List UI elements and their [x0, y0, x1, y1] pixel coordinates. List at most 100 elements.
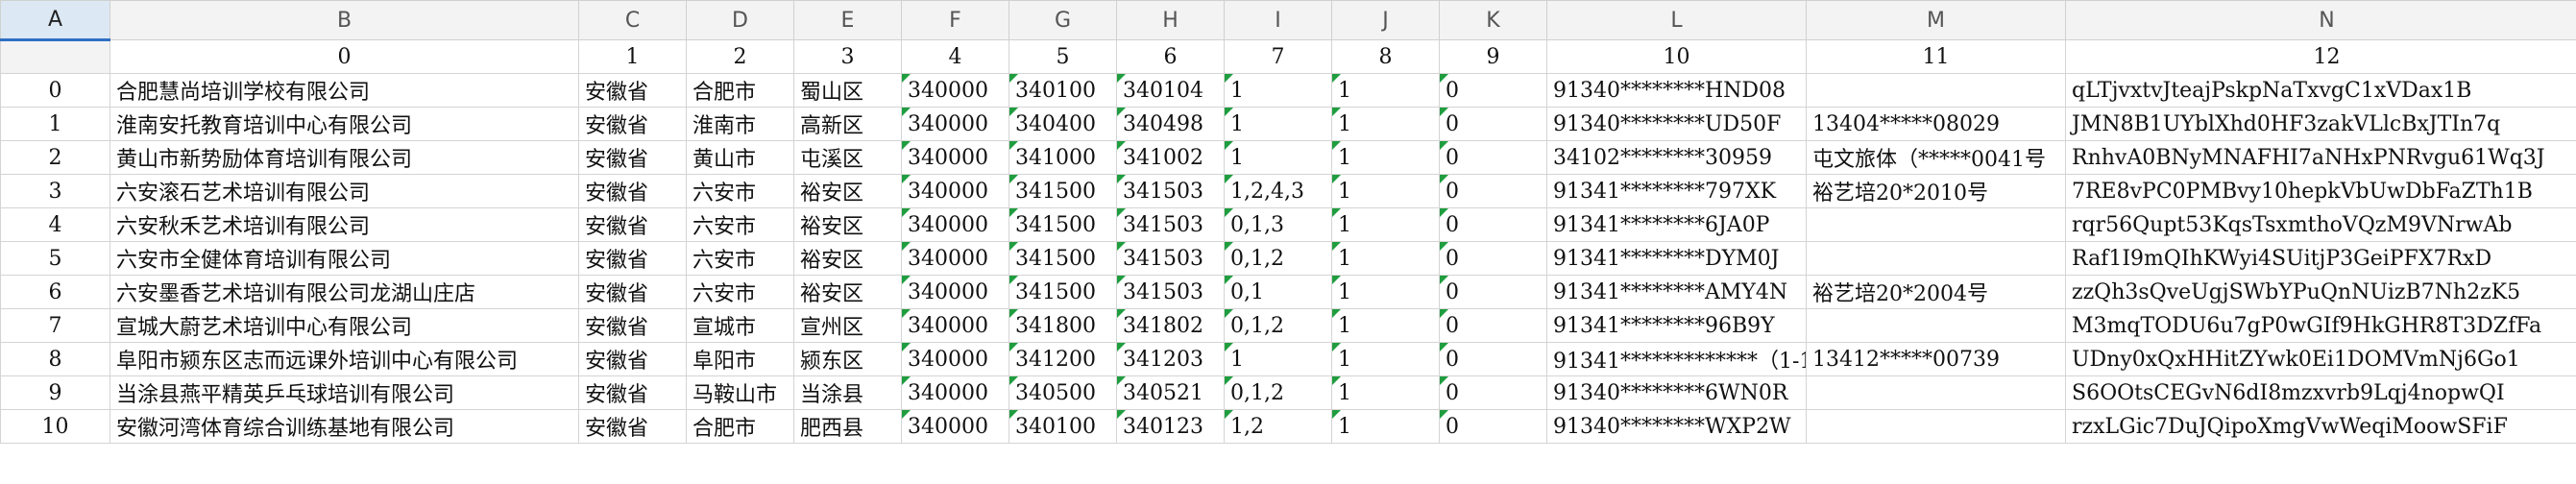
- table-cell[interactable]: 当涂县燕平精英乒乓球培训有限公司: [109, 375, 579, 410]
- table-cell[interactable]: 341802: [1116, 308, 1225, 343]
- row-number-cell[interactable]: 0: [0, 73, 110, 108]
- table-cell[interactable]: [1806, 409, 2066, 444]
- table-cell[interactable]: 安徽省: [578, 73, 687, 108]
- table-cell[interactable]: 六安市: [686, 174, 794, 208]
- header-cell[interactable]: 1: [578, 39, 687, 74]
- column-letter-g[interactable]: G: [1009, 0, 1117, 40]
- table-cell[interactable]: 六安滚石艺术培训有限公司: [109, 174, 579, 208]
- table-cell[interactable]: 91341********797XK: [1546, 174, 1807, 208]
- table-cell[interactable]: [1806, 73, 2066, 108]
- table-cell[interactable]: 1: [1331, 107, 1440, 141]
- header-cell[interactable]: 3: [793, 39, 902, 74]
- header-cell[interactable]: 11: [1806, 39, 2066, 74]
- table-cell[interactable]: 马鞍山市: [686, 375, 794, 410]
- table-cell[interactable]: 六安市全健体育培训有限公司: [109, 241, 579, 276]
- header-cell[interactable]: 12: [2065, 39, 2576, 74]
- table-cell[interactable]: 裕艺培20*2010号: [1806, 174, 2066, 208]
- table-cell[interactable]: 裕安区: [793, 207, 902, 242]
- table-cell[interactable]: qLTjvxtvJteajPskpNaTxvgC1xVDax1B: [2065, 73, 2576, 108]
- table-cell[interactable]: 屯溪区: [793, 140, 902, 175]
- table-cell[interactable]: 合肥市: [686, 73, 794, 108]
- table-cell[interactable]: 340521: [1116, 375, 1225, 410]
- table-cell[interactable]: 1: [1331, 308, 1440, 343]
- header-cell[interactable]: 8: [1331, 39, 1440, 74]
- table-cell[interactable]: 安徽省: [578, 207, 687, 242]
- table-cell[interactable]: 高新区: [793, 107, 902, 141]
- table-cell[interactable]: 0: [1439, 174, 1547, 208]
- column-letter-b[interactable]: B: [109, 0, 579, 40]
- table-cell[interactable]: 340000: [901, 107, 1009, 141]
- table-cell[interactable]: 1,2,4,3: [1224, 174, 1332, 208]
- table-cell[interactable]: 340100: [1009, 73, 1117, 108]
- table-cell[interactable]: 裕艺培20*2004号: [1806, 275, 2066, 309]
- table-cell[interactable]: 341500: [1009, 174, 1117, 208]
- table-cell[interactable]: 91341********6JA0P: [1546, 207, 1807, 242]
- table-cell[interactable]: 0,1,2: [1224, 375, 1332, 410]
- header-cell[interactable]: 7: [1224, 39, 1332, 74]
- header-cell[interactable]: 2: [686, 39, 794, 74]
- table-cell[interactable]: 合肥市: [686, 409, 794, 444]
- table-cell[interactable]: UDny0xQxHHitZYwk0Ei1DOMVmNj6Go1: [2065, 342, 2576, 376]
- table-cell[interactable]: JMN8B1UYblXhd0HF3zakVLlcBxJTIn7q: [2065, 107, 2576, 141]
- table-cell[interactable]: 宣城市: [686, 308, 794, 343]
- table-cell[interactable]: 安徽省: [578, 174, 687, 208]
- table-cell[interactable]: 颍东区: [793, 342, 902, 376]
- table-cell[interactable]: 安徽省: [578, 409, 687, 444]
- table-cell[interactable]: 1: [1331, 207, 1440, 242]
- table-cell[interactable]: 340123: [1116, 409, 1225, 444]
- table-cell[interactable]: 六安市: [686, 275, 794, 309]
- table-cell[interactable]: 91340********WXP2W: [1546, 409, 1807, 444]
- table-cell[interactable]: 安徽省: [578, 375, 687, 410]
- table-cell[interactable]: 阜阳市颍东区志而远课外培训中心有限公司: [109, 342, 579, 376]
- row-number-cell[interactable]: 8: [0, 342, 110, 376]
- header-cell[interactable]: 9: [1439, 39, 1547, 74]
- row-number-cell[interactable]: 10: [0, 409, 110, 444]
- table-cell[interactable]: 0,1,2: [1224, 308, 1332, 343]
- table-cell[interactable]: 阜阳市: [686, 342, 794, 376]
- table-cell[interactable]: rzxLGic7DuJQipoXmgVwWeqiMoowSFiF: [2065, 409, 2576, 444]
- table-cell[interactable]: 宣州区: [793, 308, 902, 343]
- table-cell[interactable]: 341500: [1009, 275, 1117, 309]
- table-cell[interactable]: 0,1: [1224, 275, 1332, 309]
- header-cell[interactable]: 10: [1546, 39, 1807, 74]
- column-letter-h[interactable]: H: [1116, 0, 1225, 40]
- table-cell[interactable]: 0: [1439, 409, 1547, 444]
- table-cell[interactable]: 黄山市: [686, 140, 794, 175]
- table-cell[interactable]: 当涂县: [793, 375, 902, 410]
- table-cell[interactable]: 0: [1439, 308, 1547, 343]
- table-cell[interactable]: 淮南安托教育培训中心有限公司: [109, 107, 579, 141]
- table-cell[interactable]: 340100: [1009, 409, 1117, 444]
- table-cell[interactable]: 13404*****08029: [1806, 107, 2066, 141]
- table-cell[interactable]: 安徽省: [578, 107, 687, 141]
- table-cell[interactable]: 0: [1439, 275, 1547, 309]
- table-cell[interactable]: 91340********HND08: [1546, 73, 1807, 108]
- table-cell[interactable]: 341500: [1009, 207, 1117, 242]
- table-cell[interactable]: 340000: [901, 275, 1009, 309]
- table-cell[interactable]: 341503: [1116, 275, 1225, 309]
- table-cell[interactable]: 0: [1439, 140, 1547, 175]
- table-cell[interactable]: 1: [1331, 375, 1440, 410]
- table-cell[interactable]: 1: [1224, 342, 1332, 376]
- table-cell[interactable]: M3mqTODU6u7gP0wGIf9HkGHR8T3DZfFa: [2065, 308, 2576, 343]
- table-cell[interactable]: [1806, 207, 2066, 242]
- header-cell[interactable]: 4: [901, 39, 1009, 74]
- table-cell[interactable]: 0,1,2: [1224, 241, 1332, 276]
- row-number-cell[interactable]: 2: [0, 140, 110, 175]
- table-cell[interactable]: 0: [1439, 241, 1547, 276]
- header-cell[interactable]: [0, 39, 110, 74]
- column-letter-j[interactable]: J: [1331, 0, 1440, 40]
- table-cell[interactable]: 91341********96B9Y: [1546, 308, 1807, 343]
- table-cell[interactable]: 340000: [901, 73, 1009, 108]
- table-cell[interactable]: 341203: [1116, 342, 1225, 376]
- table-cell[interactable]: 91341********AMY4N: [1546, 275, 1807, 309]
- table-cell[interactable]: 六安市: [686, 241, 794, 276]
- column-letter-m[interactable]: M: [1806, 0, 2066, 40]
- table-cell[interactable]: 安徽河湾体育综合训练基地有限公司: [109, 409, 579, 444]
- table-cell[interactable]: 340498: [1116, 107, 1225, 141]
- table-cell[interactable]: 340000: [901, 174, 1009, 208]
- row-number-cell[interactable]: 4: [0, 207, 110, 242]
- table-cell[interactable]: 1,2: [1224, 409, 1332, 444]
- row-number-cell[interactable]: 1: [0, 107, 110, 141]
- table-cell[interactable]: 裕安区: [793, 241, 902, 276]
- table-cell[interactable]: 341000: [1009, 140, 1117, 175]
